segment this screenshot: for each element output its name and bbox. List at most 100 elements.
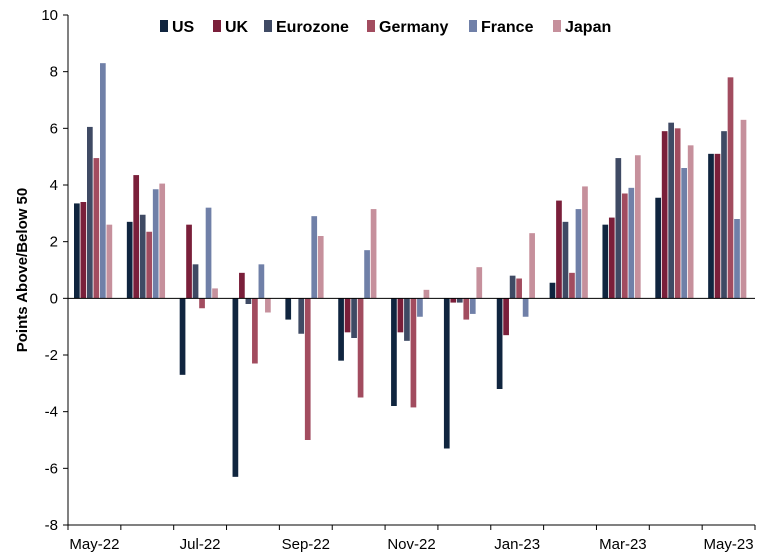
- legend-label-germany: Germany: [379, 19, 448, 36]
- bar-france-jan-23: [522, 298, 529, 317]
- legend-label-france: France: [481, 19, 534, 36]
- bar-japan-jun-22: [159, 183, 166, 299]
- bar-uk-apr-23: [661, 131, 668, 299]
- bar-germany-dec-22: [463, 298, 470, 320]
- bar-us-aug-22: [232, 298, 239, 477]
- y-axis-title: Points Above/Below 50: [14, 188, 31, 352]
- y-tick-label: 2: [50, 234, 58, 251]
- bar-japan-jul-22: [212, 288, 218, 299]
- bar-us-apr-23: [655, 197, 662, 299]
- bar-japan-mar-23: [634, 155, 641, 299]
- y-tick-label: -8: [45, 517, 58, 534]
- bar-france-aug-22: [258, 264, 265, 299]
- x-tick-label: Jan-23: [494, 536, 540, 553]
- x-tick-label: Jul-22: [180, 536, 221, 553]
- y-tick-label: 8: [50, 64, 58, 81]
- y-tick-label: -4: [45, 404, 58, 421]
- bar-germany-may-23: [727, 77, 734, 299]
- bar-eurozone-sep-22: [298, 298, 305, 334]
- x-tick-label: Sep-22: [282, 536, 330, 553]
- bar-uk-nov-22: [397, 298, 404, 333]
- bar-eurozone-feb-23: [562, 221, 569, 299]
- bar-uk-feb-23: [556, 200, 562, 299]
- bar-france-may-23: [734, 219, 740, 299]
- y-tick-label: 4: [50, 177, 58, 194]
- bar-japan-oct-22: [370, 209, 377, 299]
- bar-japan-apr-23: [687, 145, 694, 299]
- y-ticks-group: -8 -6 -4 -2 0 2 4 6 8 10: [41, 7, 68, 534]
- legend-label-uk: UK: [225, 19, 249, 36]
- bar-eurozone-mar-23: [615, 158, 622, 299]
- bar-japan-nov-22: [423, 289, 430, 299]
- bar-germany-apr-23: [674, 128, 681, 299]
- bar-eurozone-may-23: [721, 131, 727, 299]
- bar-france-oct-22: [364, 250, 370, 299]
- bar-france-jun-22: [152, 189, 159, 299]
- bar-uk-mar-23: [608, 217, 615, 299]
- legend-swatch-germany: [367, 20, 375, 32]
- bar-germany-jan-23: [516, 278, 522, 299]
- legend-swatch-us: [160, 20, 168, 32]
- bar-us-jan-23: [496, 298, 503, 389]
- bar-france-mar-23: [628, 187, 635, 299]
- bar-germany-mar-23: [621, 193, 628, 299]
- legend-label-eurozone: Eurozone: [276, 19, 349, 36]
- bar-france-sep-22: [311, 216, 318, 299]
- bar-germany-sep-22: [304, 298, 311, 440]
- x-tick-label: Nov-22: [387, 536, 435, 553]
- bar-uk-jun-22: [133, 175, 140, 299]
- legend-swatch-eurozone: [264, 20, 272, 32]
- bars-group: [74, 63, 747, 477]
- bar-uk-dec-22: [450, 298, 457, 303]
- bar-japan-may-22: [106, 224, 113, 299]
- bar-france-jul-22: [205, 207, 212, 299]
- bar-japan-feb-23: [582, 186, 588, 299]
- bar-germany-jun-22: [146, 231, 153, 299]
- legend-label-us: US: [172, 19, 195, 36]
- bar-us-may-23: [708, 153, 714, 299]
- y-tick-label: 0: [50, 290, 58, 307]
- bar-france-feb-23: [575, 209, 582, 299]
- bar-eurozone-dec-22: [456, 298, 463, 303]
- legend-swatch-japan: [553, 20, 561, 32]
- bar-germany-jul-22: [199, 298, 205, 309]
- y-tick-label: 6: [50, 120, 58, 137]
- bar-france-nov-22: [417, 298, 423, 317]
- bar-uk-may-22: [80, 202, 87, 299]
- bar-eurozone-jan-23: [509, 275, 516, 299]
- bar-uk-aug-22: [239, 272, 245, 299]
- x-tick-label: May-22: [69, 536, 119, 553]
- y-tick-label: -6: [45, 460, 58, 477]
- x-tick-label: May-23: [704, 536, 754, 553]
- y-tick-label: -2: [45, 347, 58, 364]
- bar-uk-jul-22: [186, 224, 192, 299]
- bar-japan-may-23: [740, 119, 747, 299]
- legend-swatch-france: [469, 20, 477, 32]
- bar-eurozone-may-22: [87, 126, 93, 299]
- bar-us-oct-22: [338, 298, 344, 361]
- legend: US UK Eurozone Germany France Japan: [160, 19, 611, 36]
- bar-us-mar-23: [602, 224, 609, 299]
- bar-japan-sep-22: [317, 236, 324, 299]
- bar-uk-oct-22: [344, 298, 351, 333]
- bar-us-jun-22: [126, 221, 133, 299]
- bar-germany-nov-22: [410, 298, 417, 408]
- bar-germany-may-22: [93, 158, 100, 299]
- bar-eurozone-apr-23: [668, 122, 675, 299]
- y-tick-label: 10: [41, 7, 58, 24]
- bar-eurozone-aug-22: [245, 298, 252, 304]
- bar-eurozone-jul-22: [192, 264, 199, 299]
- bar-uk-may-23: [714, 153, 721, 299]
- bar-france-apr-23: [681, 168, 688, 299]
- bar-eurozone-oct-22: [351, 298, 357, 338]
- x-ticks-group: May-22 Jul-22 Sep-22 Nov-22 Jan-23 Mar-23 May-…: [67, 525, 756, 553]
- bar-eurozone-nov-22: [404, 298, 410, 341]
- bar-japan-aug-22: [265, 298, 271, 313]
- bar-us-may-22: [74, 203, 80, 299]
- bar-uk-jan-23: [503, 298, 509, 336]
- bar-us-feb-23: [549, 282, 556, 299]
- bar-us-jul-22: [179, 298, 186, 375]
- legend-swatch-uk: [213, 20, 221, 32]
- bar-us-sep-22: [285, 298, 292, 320]
